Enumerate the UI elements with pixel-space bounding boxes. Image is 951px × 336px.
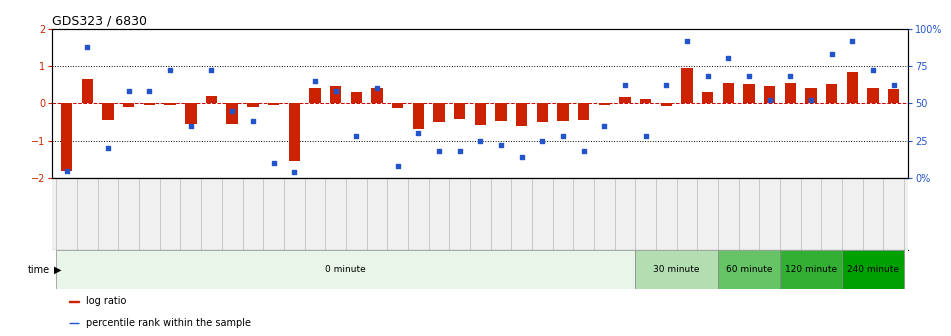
Point	[473, 138, 488, 143]
Point	[142, 89, 157, 94]
Bar	[826, 84, 838, 103]
Point	[576, 149, 592, 154]
Bar	[475, 103, 486, 125]
Point	[679, 38, 694, 43]
Bar	[785, 83, 796, 103]
Text: ▶: ▶	[54, 265, 62, 275]
Point	[844, 38, 860, 43]
Point	[163, 68, 178, 73]
Bar	[867, 88, 879, 103]
Point	[700, 74, 715, 79]
Bar	[805, 88, 817, 103]
Point	[494, 142, 509, 148]
Text: 60 minute: 60 minute	[726, 265, 772, 274]
Bar	[723, 83, 734, 103]
Point	[390, 163, 405, 169]
Bar	[888, 89, 900, 103]
Point	[369, 86, 384, 91]
Point	[886, 83, 902, 88]
Bar	[288, 103, 300, 161]
Point	[638, 133, 653, 139]
Point	[307, 78, 322, 84]
Text: 30 minute: 30 minute	[653, 265, 700, 274]
Point	[266, 161, 281, 166]
Point	[101, 145, 116, 151]
Text: time: time	[28, 265, 49, 275]
Point	[59, 168, 74, 173]
Point	[452, 149, 467, 154]
Bar	[661, 103, 672, 106]
Bar	[144, 103, 155, 105]
Bar	[123, 103, 134, 107]
Bar	[165, 103, 176, 105]
Point	[721, 56, 736, 61]
Point	[659, 83, 674, 88]
Point	[349, 133, 364, 139]
Bar	[846, 72, 858, 103]
Text: 240 minute: 240 minute	[847, 265, 899, 274]
Text: 0 minute: 0 minute	[325, 265, 366, 274]
Point	[783, 74, 798, 79]
Bar	[371, 88, 382, 103]
Bar	[635, 250, 718, 289]
Bar	[640, 99, 651, 103]
Bar	[56, 250, 635, 289]
Bar	[578, 103, 590, 120]
Bar	[330, 86, 341, 103]
Point	[184, 123, 199, 128]
Text: GDS323 / 6830: GDS323 / 6830	[52, 14, 147, 28]
Point	[80, 44, 95, 49]
Bar	[69, 323, 79, 324]
Point	[825, 51, 840, 57]
Bar	[103, 103, 114, 120]
Point	[555, 133, 571, 139]
Point	[617, 83, 632, 88]
Bar	[351, 92, 362, 103]
Point	[596, 123, 611, 128]
Bar	[309, 88, 320, 103]
Point	[514, 155, 529, 160]
Bar	[598, 103, 610, 105]
Point	[804, 98, 819, 103]
Bar	[702, 92, 713, 103]
Bar	[619, 96, 631, 103]
Bar	[185, 103, 197, 124]
Point	[121, 89, 136, 94]
Bar	[515, 103, 527, 126]
Bar	[268, 103, 280, 105]
Text: 120 minute: 120 minute	[785, 265, 837, 274]
Bar	[744, 84, 755, 103]
Point	[865, 68, 881, 73]
Bar	[247, 103, 259, 107]
Point	[224, 108, 240, 114]
Point	[534, 138, 550, 143]
Text: percentile rank within the sample: percentile rank within the sample	[86, 318, 250, 328]
Bar	[557, 103, 569, 121]
Point	[411, 131, 426, 136]
Bar	[69, 301, 79, 302]
Bar	[205, 96, 217, 103]
Point	[762, 98, 777, 103]
Bar	[82, 79, 93, 103]
Bar	[764, 86, 775, 103]
Bar	[226, 103, 238, 124]
Bar	[454, 103, 465, 119]
Point	[245, 119, 261, 124]
Bar	[413, 103, 424, 129]
Point	[204, 68, 219, 73]
Bar	[61, 103, 72, 171]
Bar	[495, 103, 507, 121]
Bar	[536, 103, 548, 122]
Bar	[842, 250, 904, 289]
Text: log ratio: log ratio	[86, 296, 126, 306]
Point	[286, 169, 301, 175]
Bar	[681, 68, 692, 103]
Bar	[392, 103, 403, 108]
Bar	[718, 250, 780, 289]
Point	[742, 74, 757, 79]
Point	[328, 89, 343, 94]
Point	[432, 149, 447, 154]
Bar	[780, 250, 842, 289]
Bar	[434, 103, 444, 122]
